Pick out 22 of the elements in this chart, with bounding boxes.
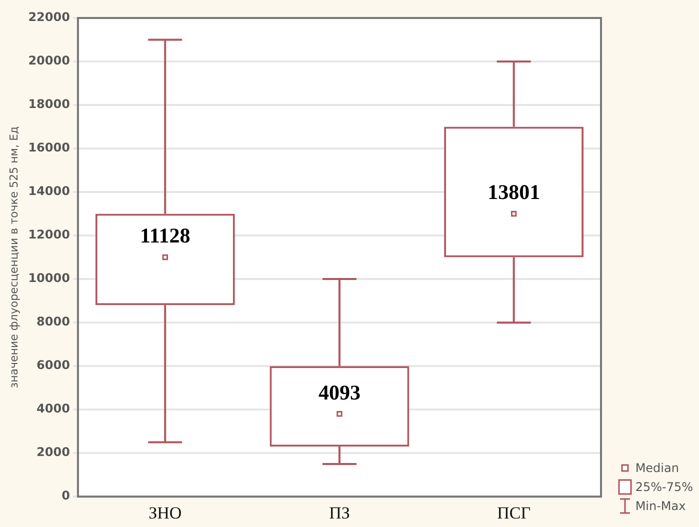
text: Median xyxy=(635,460,679,474)
y-tick-label: 22000 xyxy=(28,10,70,24)
y-tick-label: 12000 xyxy=(28,228,70,242)
annotation: 11128 xyxy=(140,224,190,248)
annotation: 4093 xyxy=(318,380,360,404)
annotation: 13801 xyxy=(488,180,540,204)
y-tick-label: 18000 xyxy=(28,97,70,112)
text: Min-Max xyxy=(635,498,686,512)
y-tick-label: 2000 xyxy=(36,445,70,460)
y-tick-label: 4000 xyxy=(36,402,70,416)
x-tick-label: ЗНО xyxy=(148,503,182,522)
text: 25%-75% xyxy=(635,480,693,494)
x-tick-label: ПЗ xyxy=(329,503,350,522)
x-tick-label: ПСГ xyxy=(497,503,531,522)
y-tick-label: 8000 xyxy=(36,314,70,329)
y-tick-label: 14000 xyxy=(28,184,70,198)
y-tick-label: 16000 xyxy=(28,140,70,155)
y-tick-label: 10000 xyxy=(28,271,70,286)
y-axis-title: значение флуоресценции в точке 525 нм, Ед xyxy=(7,126,20,388)
y-tick-label: 0 xyxy=(62,488,70,503)
y-tick-label: 20000 xyxy=(28,54,70,68)
y-tick-label: 6000 xyxy=(36,358,70,372)
